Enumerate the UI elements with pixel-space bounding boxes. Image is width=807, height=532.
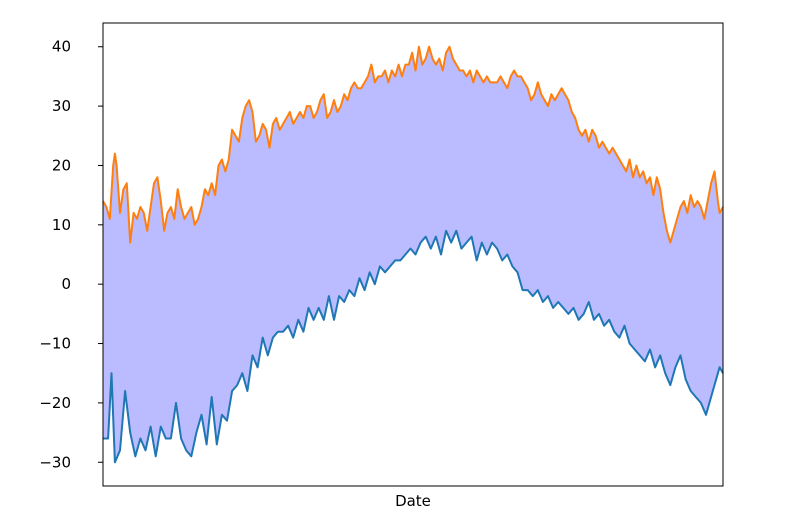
- y-tick-label: −20: [39, 394, 71, 412]
- axes-frame: [102, 22, 724, 487]
- y-tick-label: 20: [52, 156, 71, 174]
- plot-area: [102, 45, 724, 464]
- series-line-lower: [103, 229, 724, 464]
- x-axis-label: Date: [395, 492, 431, 510]
- y-tick-label: 30: [52, 97, 71, 115]
- y-tick-label: −10: [39, 335, 71, 353]
- y-tick-label: 40: [52, 38, 71, 56]
- series-line-upper: [102, 45, 724, 244]
- y-tick-label: 10: [52, 216, 71, 234]
- fill-between-area: [103, 46, 723, 463]
- y-tick-label: −30: [39, 453, 71, 471]
- y-tick-label: 0: [61, 275, 71, 293]
- y-axis-ticks: −30 −20 −10 0 10 20 30 40: [39, 38, 103, 471]
